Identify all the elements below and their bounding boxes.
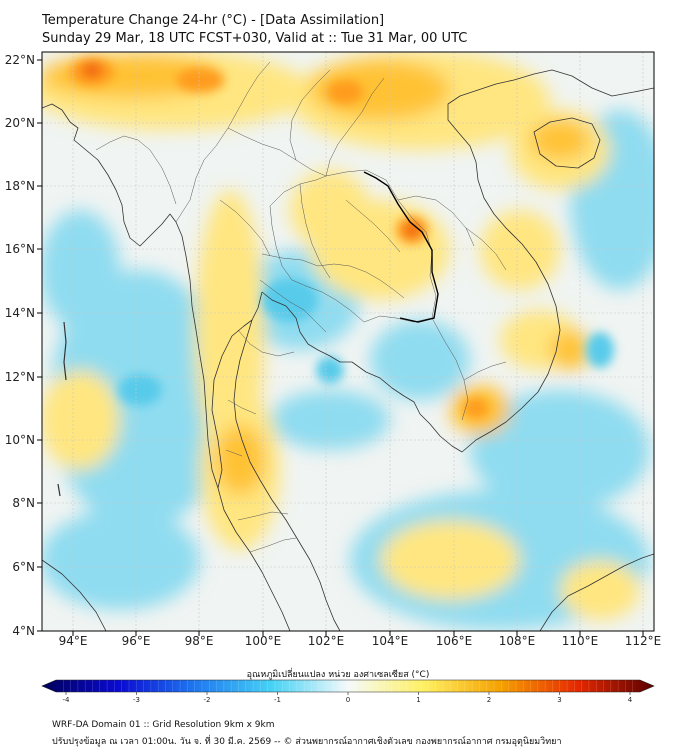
lat-label: 6°N [12,560,35,574]
colorbar-tick: -3 [133,696,140,704]
strong-warming-area [82,62,102,78]
temperature-field [42,52,654,631]
lat-label: 10°N [5,433,35,447]
colorbar-tick: -1 [274,696,281,704]
lon-label: 100°E [245,634,282,648]
lat-label: 22°N [5,53,35,67]
strong-warming-area [176,68,224,92]
admin-borders [95,61,507,553]
colorbar-tick: 1 [416,696,420,704]
lon-label: 104°E [372,634,409,648]
map-subtitle: Sunday 29 Mar, 18 UTC FCST+030, Valid at… [42,31,468,46]
latitude-axis: 22°N 20°N 18°N 16°N 14°N 12°N 10°N 8°N 6°N 4°N [5,53,42,638]
lon-label: 108°E [499,634,536,648]
lat-label: 8°N [12,496,35,510]
map-title: Temperature Change 24-hr (°C) - [Data As… [42,13,385,28]
longitude-axis: 94°E 96°E 98°E 100°E 102°E 104°E 106°E 108°E 110… [59,631,662,648]
strong-warming-area [327,80,363,104]
cooling-area [42,510,200,610]
colorbar-label: อุณหภูมิเปลี่ยนแปลง หน่วย องศาเซลเซียส (… [246,670,430,680]
strong-cooling-area [586,332,614,368]
cooling-area [270,390,390,450]
lon-label: 96°E [122,634,151,648]
colorbar-tick: -4 [63,696,71,704]
map-frame [41,51,655,632]
colorbar: -4 -3 -2 -1 0 1 2 3 4 [41,679,655,704]
warming-area [310,60,450,120]
warming-area [560,560,640,620]
cooling-area [470,390,650,510]
colorbar-tick: 0 [346,696,350,704]
colorbar-tick: 4 [628,696,633,704]
cooling-area [370,320,470,400]
lat-label: 14°N [5,306,35,320]
warming-area [290,170,370,250]
lon-label: 112°E [625,634,662,648]
cooling-area [42,210,120,330]
strong-cooling-area [262,278,318,322]
warming-area [530,120,590,160]
lat-label: 16°N [5,242,35,256]
update-info: ปรับปรุงข้อมูล ณ เวลา 01:00น. วัน จ. ที่… [52,737,562,747]
colorbar-tick: -2 [204,696,211,704]
colorbar-tick: 2 [487,696,491,704]
lat-label: 12°N [5,370,35,384]
lon-label: 106°E [436,634,473,648]
lon-label: 102°E [308,634,345,648]
colorbar-gradient [41,679,655,693]
lon-label: 94°E [59,634,88,648]
mekong-border [363,171,439,323]
lat-label: 18°N [5,179,35,193]
warming-area [215,425,265,495]
strong-warming-area [464,398,488,418]
lon-label: 110°E [562,634,599,648]
lat-label: 4°N [12,624,35,638]
strong-warming-area [404,222,420,238]
warming-area [42,370,120,470]
lat-label: 20°N [5,116,35,130]
coastlines [42,69,654,631]
lon-label: 98°E [185,634,214,648]
strong-cooling-area [118,374,162,406]
model-info: WRF-DA Domain 01 :: Grid Resolution 9km … [52,720,275,730]
strong-cooling-area [316,356,344,384]
colorbar-tick: 3 [557,696,561,704]
warming-area [380,520,520,600]
